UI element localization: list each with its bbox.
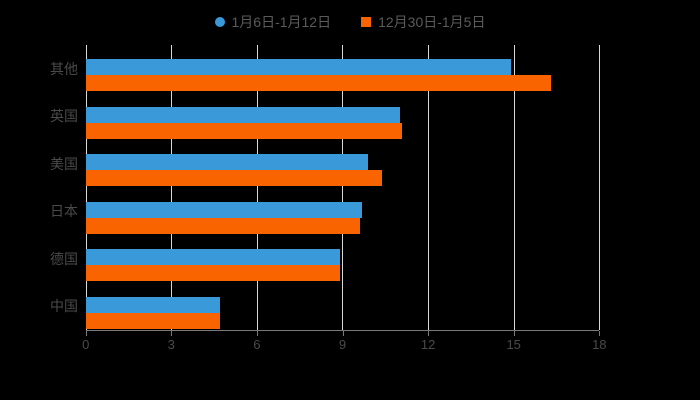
chart-legend: 1月6日-1月12日 12月30日-1月5日	[0, 12, 700, 32]
bar-其他-series-1[interactable]	[85, 75, 551, 91]
bar-中国-series-1[interactable]	[85, 312, 220, 329]
bar-group	[85, 140, 600, 188]
x-tick-label-15: 15	[506, 337, 521, 352]
x-tick-mark	[85, 331, 87, 336]
bar-德国-series-1[interactable]	[85, 265, 340, 281]
x-axis-line	[85, 330, 600, 331]
y-axis-label-中国: 中国	[50, 298, 78, 315]
bar-group	[85, 45, 600, 93]
gridline	[171, 45, 173, 330]
y-axis-labels: 中国 德国 日本 美国 英国 其他	[0, 45, 78, 330]
gridline	[256, 45, 258, 330]
bar-美国-series-0[interactable]	[85, 154, 369, 170]
legend-label-series-0: 1月6日-1月12日	[231, 14, 332, 30]
plot-area	[85, 45, 601, 331]
x-tick-mark	[428, 331, 430, 336]
x-tick-label-6: 6	[253, 337, 261, 352]
legend-swatch-square-icon	[361, 17, 372, 27]
legend-label-series-1: 12月30日-1月5日	[378, 14, 486, 30]
bar-日本-series-0[interactable]	[85, 201, 363, 218]
bar-英国-series-1[interactable]	[85, 122, 403, 139]
bar-中国-series-0[interactable]	[85, 296, 220, 313]
legend-item-series-0[interactable]: 1月6日-1月12日	[214, 12, 332, 32]
bar-group	[85, 283, 600, 331]
x-tick-mark	[342, 331, 344, 336]
gridline	[428, 45, 430, 330]
legend-item-series-1[interactable]: 12月30日-1月5日	[361, 12, 485, 32]
gridline	[342, 45, 344, 330]
bar-其他-series-0[interactable]	[85, 59, 511, 75]
x-tick-label-12: 12	[420, 337, 436, 352]
x-tick-label-0: 0	[82, 337, 90, 352]
bar-日本-series-1[interactable]	[85, 217, 360, 234]
x-tick-label-3: 3	[167, 337, 175, 352]
x-tick-mark	[513, 331, 515, 336]
legend-swatch-circle-icon	[214, 17, 225, 27]
y-axis-line	[85, 45, 87, 330]
bar-group	[85, 93, 600, 141]
bar-group	[85, 188, 600, 236]
bar-group	[85, 235, 600, 283]
y-axis-label-美国: 美国	[50, 155, 78, 172]
gridline	[513, 45, 515, 330]
x-tick-mark	[256, 331, 258, 336]
y-axis-label-英国: 英国	[50, 108, 78, 125]
y-axis-label-日本: 日本	[50, 203, 78, 220]
gridline	[599, 45, 601, 330]
x-tick-label-9: 9	[338, 337, 347, 352]
x-tick-label-18: 18	[592, 337, 607, 352]
y-axis-label-其他: 其他	[50, 60, 78, 77]
x-tick-mark	[171, 331, 173, 336]
bar-德国-series-0[interactable]	[85, 249, 340, 265]
bar-英国-series-0[interactable]	[85, 106, 400, 123]
x-tick-mark	[599, 331, 601, 336]
bar-美国-series-1[interactable]	[85, 170, 383, 186]
y-axis-label-德国: 德国	[50, 250, 78, 267]
